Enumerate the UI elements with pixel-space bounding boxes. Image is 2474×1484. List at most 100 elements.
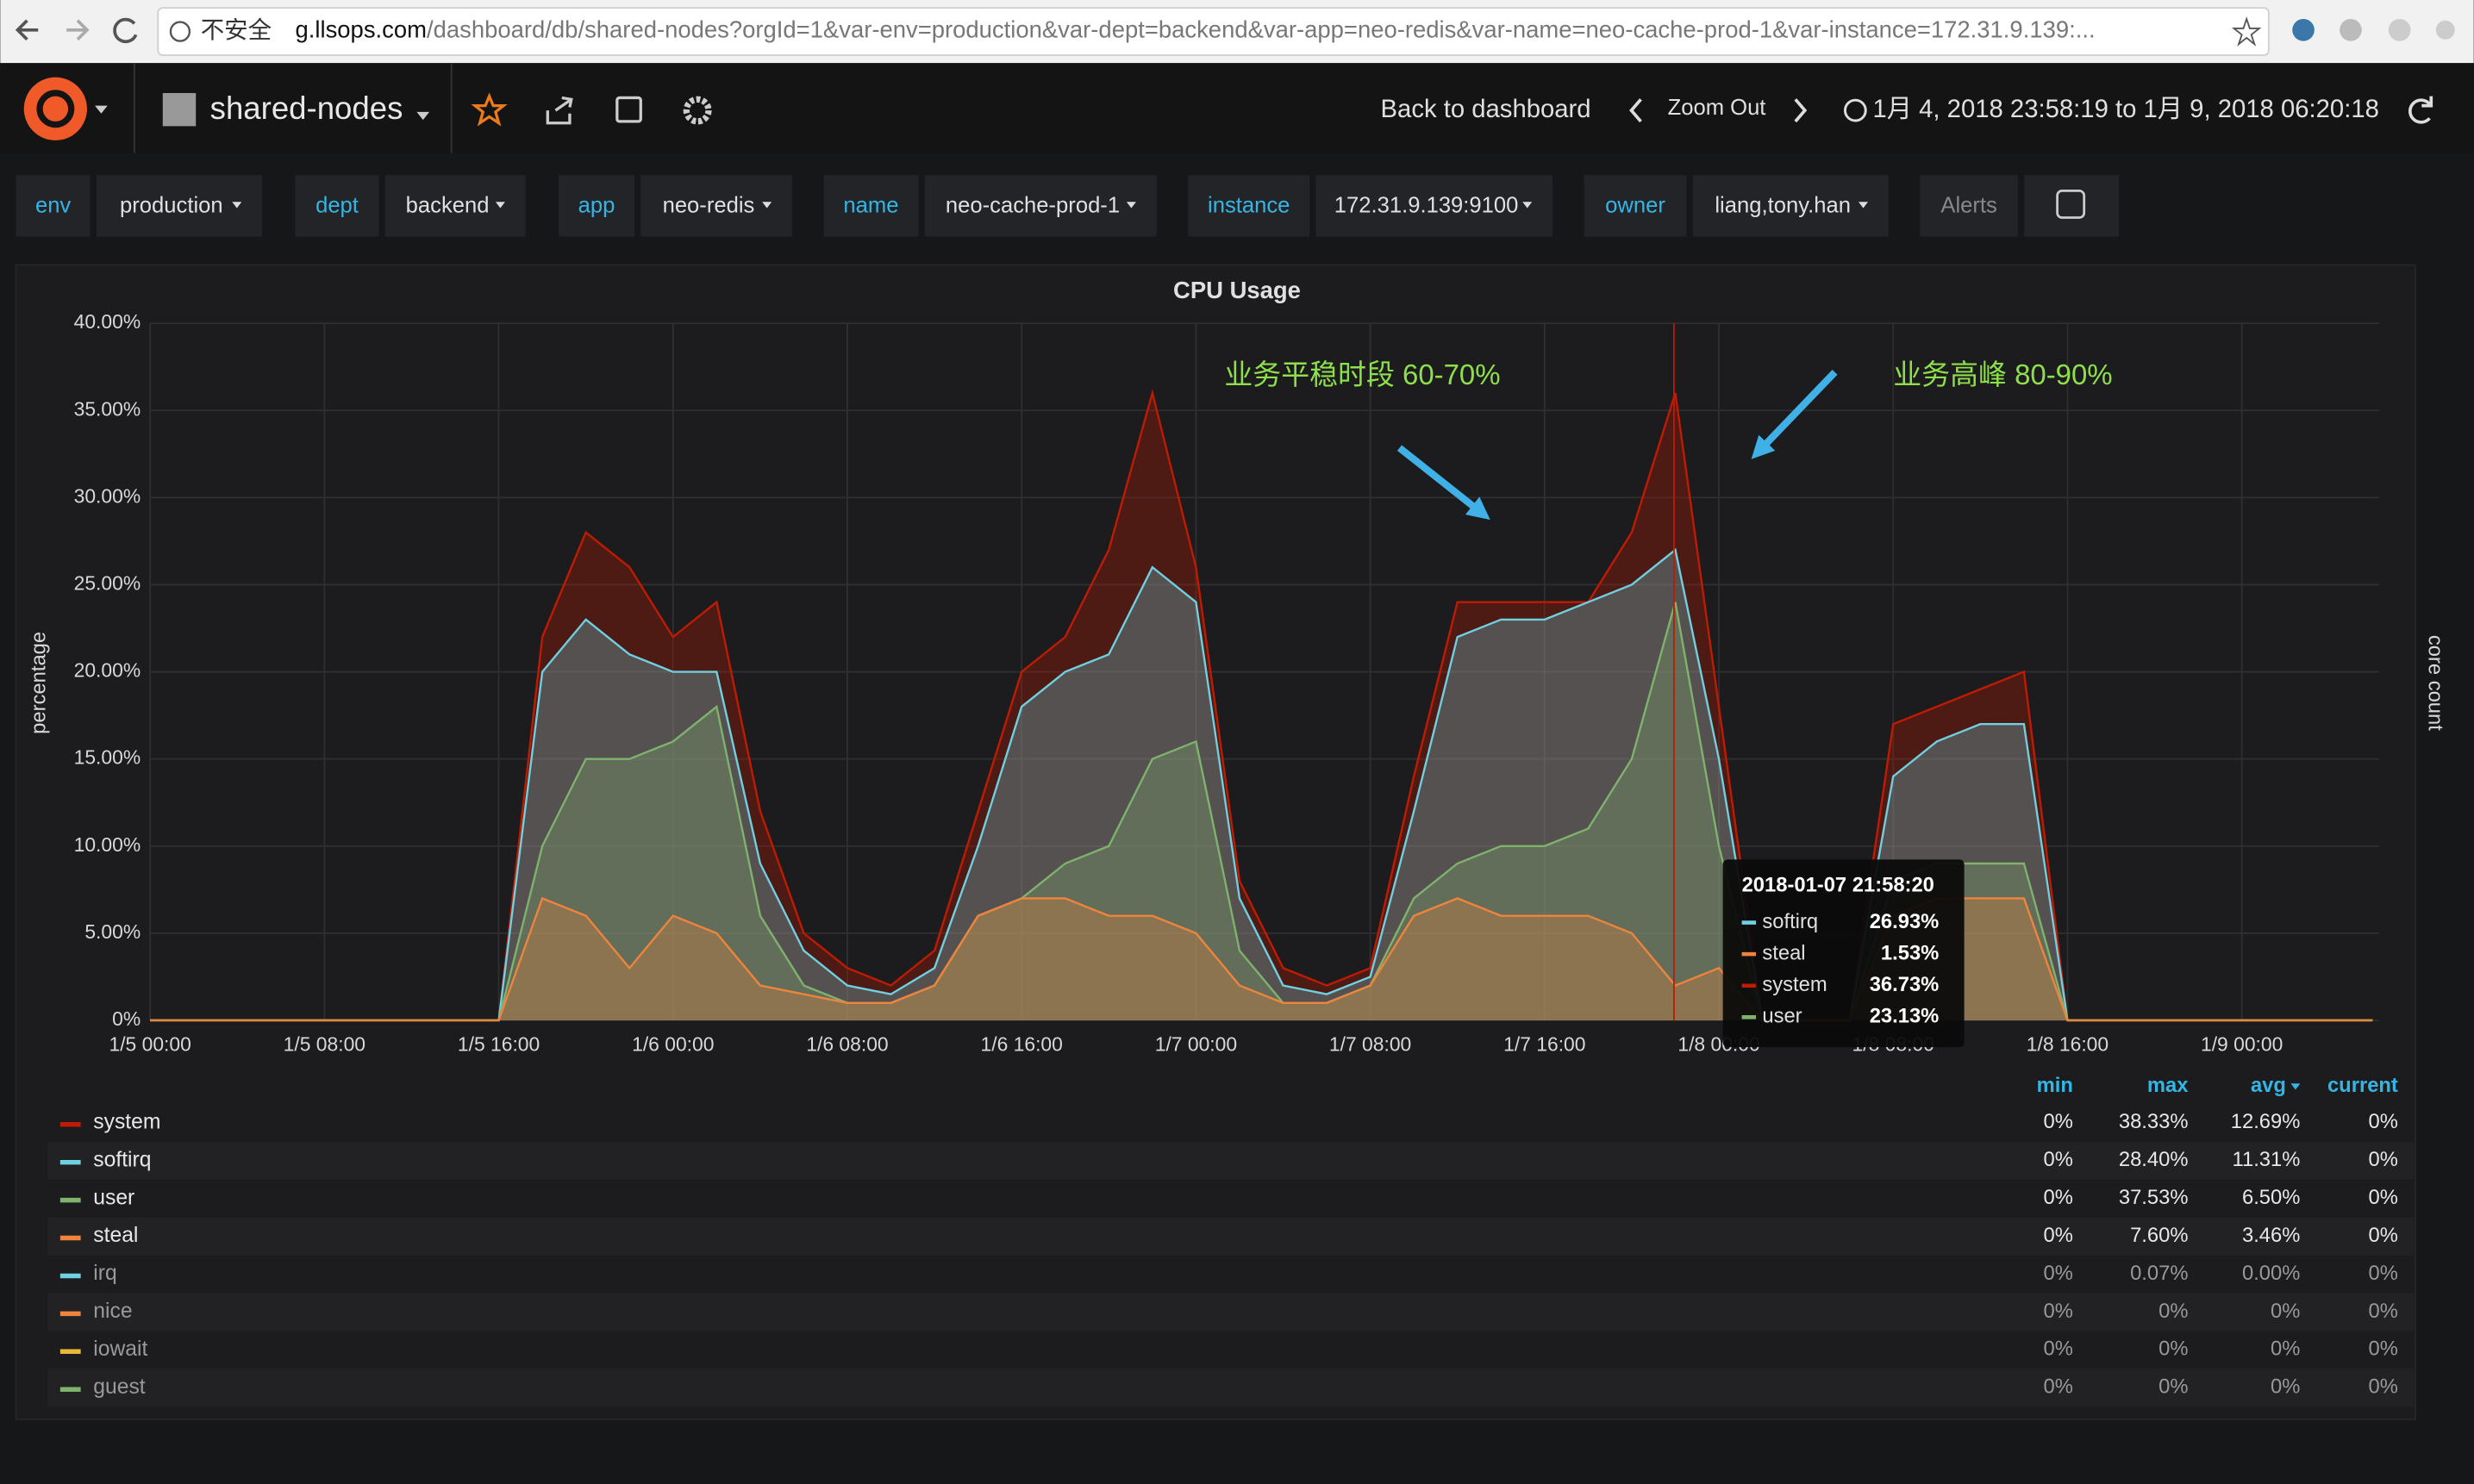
- variable-label: app: [578, 193, 615, 217]
- annotation-arrow: [1396, 445, 1490, 521]
- variable-value[interactable]: backend: [406, 193, 490, 217]
- series-line: [150, 896, 2373, 1022]
- variable-value[interactable]: liang,tony.han: [1715, 193, 1851, 217]
- legend-value: 0%: [2271, 1375, 2300, 1399]
- legend-value: 0.00%: [2242, 1262, 2300, 1285]
- legend-series[interactable]: steal: [93, 1224, 138, 1247]
- reload-button[interactable]: [113, 17, 138, 44]
- forward-button[interactable]: [66, 19, 90, 41]
- variable-label: dept: [315, 193, 359, 217]
- caret: [232, 202, 242, 209]
- annotation-arrow: [1751, 370, 1838, 459]
- y-tick-label: 20.00%: [74, 659, 141, 682]
- extension-icon[interactable]: [2435, 20, 2455, 40]
- series-area: [150, 602, 2373, 1020]
- tooltip-value: 23.13%: [1870, 1005, 1940, 1028]
- variable-value-box[interactable]: [924, 175, 1157, 237]
- variable-value[interactable]: neo-redis: [663, 193, 755, 217]
- grafana-logo-inner: [36, 90, 75, 128]
- variable-value[interactable]: production: [120, 193, 223, 217]
- dashboard-title[interactable]: shared-nodes: [210, 90, 403, 126]
- caret: [495, 202, 505, 209]
- legend-value: 12.69%: [2231, 1110, 2301, 1133]
- variable-value-box[interactable]: [96, 175, 263, 237]
- legend-row-stripe: [47, 1369, 2415, 1407]
- settings-button[interactable]: [683, 96, 712, 125]
- legend-series[interactable]: guest: [93, 1375, 146, 1399]
- legend-value: 38.33%: [2119, 1110, 2189, 1133]
- variable-value[interactable]: neo-cache-prod-1: [946, 193, 1120, 217]
- alerts-checkbox-box[interactable]: [2024, 175, 2119, 237]
- x-tick-label: 1/8 16:00: [2027, 1032, 2109, 1055]
- url-host: g.llsops.com: [296, 16, 428, 43]
- zoom-out[interactable]: Zoom Out: [1668, 96, 1766, 120]
- legend-header[interactable]: min: [2037, 1074, 2073, 1097]
- variable-label-box: [295, 175, 379, 237]
- legend-series[interactable]: softirq: [93, 1148, 151, 1171]
- share-button[interactable]: [546, 96, 573, 125]
- shift-forward[interactable]: [1794, 98, 1808, 123]
- x-tick-label: 1/5 00:00: [109, 1032, 191, 1055]
- url-field[interactable]: [157, 7, 2270, 56]
- save-button[interactable]: [615, 96, 642, 123]
- extension-icon[interactable]: [2340, 18, 2362, 41]
- insecure-label: 不安全: [201, 16, 272, 43]
- grafana-logo[interactable]: [23, 77, 87, 140]
- legend-value: 0%: [2368, 1110, 2397, 1133]
- series-area: [150, 393, 2373, 1020]
- y-tick-label: 5.00%: [84, 920, 141, 943]
- url: g.llsops.com/dashboard/db/shared-nodes?o…: [296, 16, 2096, 43]
- star-button[interactable]: [471, 92, 508, 127]
- tooltip-value: 26.93%: [1870, 910, 1940, 933]
- refresh-button[interactable]: [2408, 96, 2433, 124]
- y-tick-label: 15.00%: [74, 746, 141, 769]
- back-button[interactable]: [15, 19, 39, 41]
- legend-series[interactable]: system: [93, 1110, 160, 1133]
- variable-label: instance: [1208, 193, 1290, 217]
- legend-series[interactable]: nice: [93, 1300, 132, 1323]
- legend-value: 0%: [2044, 1148, 2073, 1171]
- variable-value-box[interactable]: [1692, 175, 1889, 237]
- caret: [1522, 202, 1533, 209]
- legend-value: 7.60%: [2130, 1224, 2188, 1247]
- legend-value: 11.31%: [2233, 1148, 2301, 1171]
- legend-series[interactable]: iowait: [93, 1337, 147, 1361]
- legend-value: 0%: [2044, 1337, 2073, 1361]
- caret: [1859, 202, 1868, 209]
- legend-series[interactable]: user: [93, 1186, 134, 1209]
- y-tick-label: 25.00%: [74, 572, 141, 595]
- tooltip-value: 36.73%: [1870, 973, 1940, 996]
- legend-value: 3.46%: [2242, 1224, 2300, 1247]
- variable-label: name: [843, 193, 898, 217]
- extension-icon[interactable]: [2388, 18, 2411, 41]
- legend-row-stripe: [47, 1141, 2415, 1180]
- variable-value-box[interactable]: [1315, 175, 1552, 237]
- annotation: 业务平稳时段 60-70%: [1224, 359, 1500, 390]
- alerts-checkbox[interactable]: [2056, 190, 2086, 219]
- x-tick-label: 1/5 08:00: [284, 1032, 365, 1055]
- y-tick-label: 0%: [112, 1007, 141, 1030]
- legend-value: 0%: [2368, 1300, 2397, 1323]
- shift-back[interactable]: [1629, 98, 1642, 123]
- legend-header[interactable]: avg: [2251, 1074, 2286, 1097]
- back-to-dashboard[interactable]: Back to dashboard: [1381, 96, 1591, 123]
- url-path: /dashboard/db/shared-nodes?orgId=1&var-e…: [427, 16, 2096, 43]
- legend-header[interactable]: current: [2327, 1074, 2398, 1097]
- variable-value[interactable]: 172.31.9.139:9100: [1334, 193, 1519, 217]
- tooltip-series: softirq: [1762, 910, 1818, 933]
- legend-value: 0%: [2368, 1337, 2397, 1361]
- legend-header[interactable]: max: [2147, 1074, 2189, 1097]
- y-axis-label: percentage: [27, 632, 50, 734]
- alerts-box: [1920, 175, 2018, 237]
- x-tick-label: 1/9 00:00: [2201, 1032, 2283, 1055]
- variable-label-box: [16, 175, 91, 237]
- caret: [416, 111, 430, 121]
- legend-series[interactable]: irq: [93, 1262, 116, 1285]
- time-range[interactable]: 1月 4, 2018 23:58:19 to 1月 9, 2018 06:20:…: [1872, 96, 2378, 123]
- bookmark-star[interactable]: [2231, 16, 2262, 47]
- tooltip-series: system: [1762, 973, 1827, 996]
- variable-value-box[interactable]: [384, 175, 526, 237]
- extension-icon[interactable]: [2292, 18, 2315, 41]
- legend-value: 0%: [2044, 1300, 2073, 1323]
